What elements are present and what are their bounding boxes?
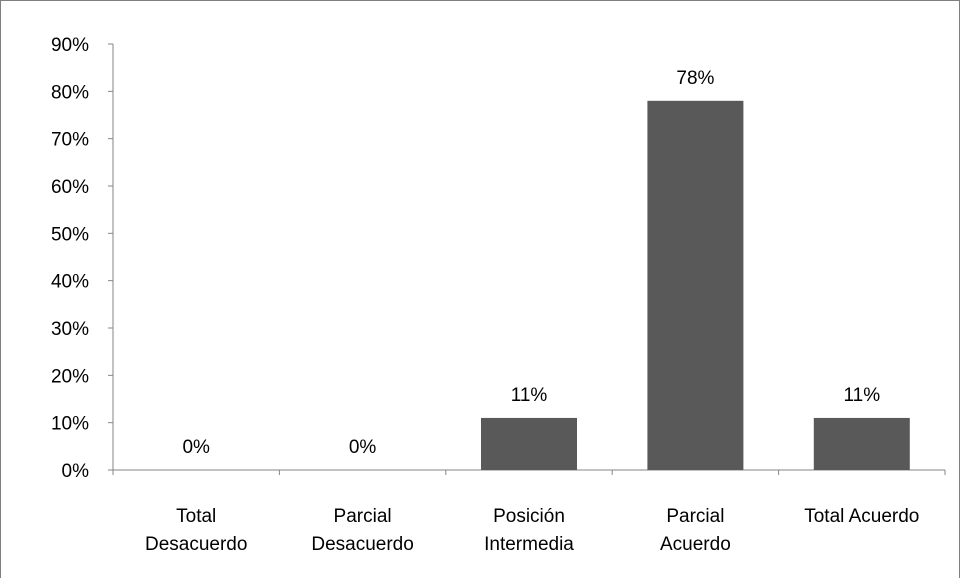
y-tick-label: 50% bbox=[51, 224, 89, 245]
category-label: Parcial bbox=[334, 506, 392, 527]
data-label: 11% bbox=[843, 385, 880, 406]
category-label: Desacuerdo bbox=[145, 534, 247, 555]
data-label: 0% bbox=[182, 437, 210, 458]
data-label: 0% bbox=[349, 437, 377, 458]
category-label: Intermedia bbox=[484, 534, 574, 555]
y-tick-label: 20% bbox=[51, 366, 89, 387]
bar bbox=[813, 417, 910, 470]
y-tick-label: 30% bbox=[51, 319, 89, 340]
y-tick-label: 40% bbox=[51, 272, 89, 293]
y-tick-label: 80% bbox=[51, 82, 89, 103]
y-tick-label: 60% bbox=[51, 177, 89, 198]
bar bbox=[481, 417, 577, 470]
category-label: Parcial bbox=[666, 506, 724, 527]
y-tick-label: 90% bbox=[51, 35, 89, 56]
category-label: Acuerdo bbox=[660, 534, 731, 555]
category-label: Total bbox=[176, 506, 216, 527]
y-tick-label: 70% bbox=[51, 130, 89, 151]
category-label: Total Acuerdo bbox=[804, 506, 919, 527]
y-tick-label: 0% bbox=[62, 461, 90, 482]
bar bbox=[647, 100, 744, 471]
data-label: 11% bbox=[511, 385, 548, 406]
y-tick-label: 10% bbox=[51, 414, 89, 435]
data-label: 78% bbox=[676, 68, 714, 89]
category-label: Posición bbox=[493, 506, 565, 527]
category-label: Desacuerdo bbox=[311, 534, 413, 555]
